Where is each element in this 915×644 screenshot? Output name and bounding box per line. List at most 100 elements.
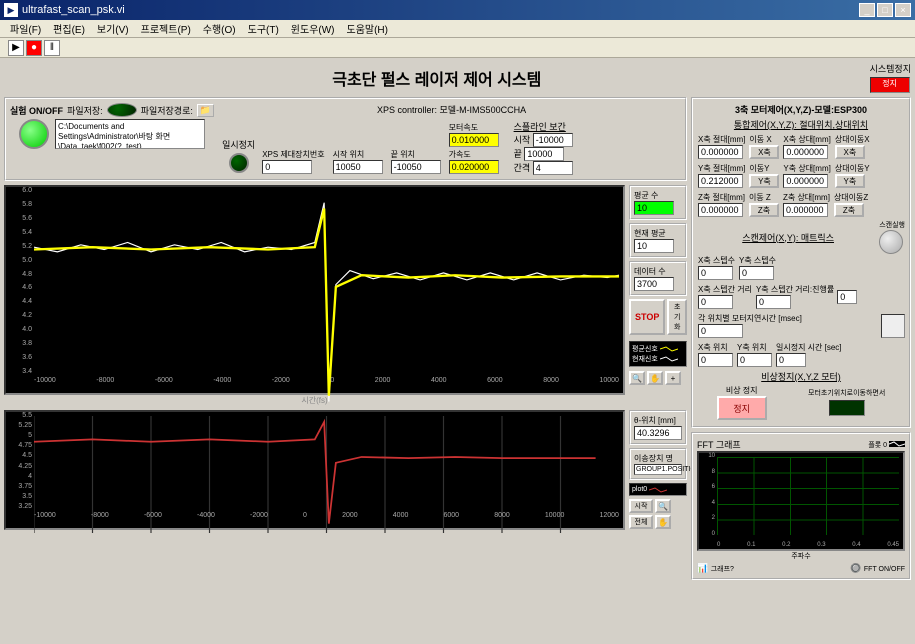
menubar: 파일(F) 편집(E) 보기(V) 프로젝트(P) 수행(O) 도구(T) 윈도… (0, 20, 915, 38)
file-save-label: 파일저장: (67, 104, 103, 117)
file-save-led (107, 103, 137, 117)
close-button[interactable]: × (895, 3, 911, 17)
esp-sect3-title: 비상정지(X,Y,Z 모터) (697, 370, 905, 383)
spline-gap-label: 간격 (514, 163, 531, 173)
home-led (829, 400, 865, 416)
chart2-y-axis: 5.55.2554.754.54.2543.753.53.25 (8, 412, 32, 510)
current-pos-input[interactable] (262, 160, 312, 174)
browse-icon[interactable]: 📁 (197, 104, 214, 117)
chart2-pan[interactable]: ✋ (655, 515, 671, 529)
scan-run-knob[interactable] (879, 230, 903, 254)
x-pos-display (698, 353, 733, 367)
x-abs-input[interactable] (698, 145, 743, 159)
system-stop-button[interactable]: 정지 (870, 77, 910, 93)
chart1-legend: 평균신호 현재신호 (629, 341, 687, 367)
fft-x-title: 주파수 (697, 551, 905, 561)
fft-onoff-icon[interactable]: 🔘 (850, 563, 861, 573)
pan-tool[interactable]: ✋ (647, 371, 663, 385)
menu-window[interactable]: 윈도우(W) (285, 21, 341, 36)
experiment-led[interactable] (19, 119, 49, 149)
y-rel-input[interactable] (783, 174, 828, 188)
avg-num-input[interactable] (634, 201, 674, 215)
chart2-btn2[interactable]: 전체 (629, 515, 653, 529)
spline-end-label: 끝 (514, 149, 522, 159)
elapsed-display (776, 353, 806, 367)
motor-speed-label: 모터속도 (449, 122, 499, 133)
main-title: 극초단 펄스 레이저 제어 시스템 (4, 66, 870, 90)
esp-sect2-title: 스캔제어(X,Y): 매트릭스 (697, 231, 879, 244)
file-path-input[interactable]: C:\Documents and Settings\Administrator\… (55, 119, 205, 149)
chart2-zoom[interactable]: 🔍 (655, 499, 671, 513)
file-path-label: 파일저장경로: (141, 104, 193, 117)
x-rel-input[interactable] (783, 145, 828, 159)
emergency-stop-button[interactable]: 정지 (717, 396, 767, 420)
graph-toggle-icon[interactable]: 📊 (697, 563, 708, 573)
esp300-panel: 3축 모터제어(X,Y,Z)-모델:ESP300 통합제어(X,Y,Z): 절대… (691, 97, 911, 428)
x-rel-button[interactable]: X축 (835, 145, 865, 159)
accel-input[interactable] (449, 160, 499, 174)
z-rel-button[interactable]: Z축 (834, 203, 864, 217)
maximize-button[interactable]: □ (877, 3, 893, 17)
fft-title: FFT 그래프 (697, 438, 741, 451)
spline-start-input[interactable] (533, 133, 573, 147)
y-rel-button[interactable]: Y축 (835, 174, 865, 188)
xps-panel: 실험 ON/OFF 파일저장: 파일저장경로: 📁 C:\Documents a… (4, 97, 687, 181)
stop-chart-button[interactable]: STOP (629, 299, 665, 335)
run-button[interactable]: ▶ (8, 40, 24, 56)
window-title: ultrafast_scan_psk.vi (22, 4, 125, 16)
system-stop-label: 시스템정지 (870, 62, 911, 75)
z-move-button[interactable]: Z축 (749, 203, 779, 217)
avg-num-label: 평균 수 (634, 190, 682, 201)
secondary-chart: 5.55.2554.754.54.2543.753.53.25 -10000-8… (4, 410, 625, 530)
menu-tools[interactable]: 도구(T) (242, 21, 285, 36)
esp-title: 3축 모터제어(X,Y,Z)-모델:ESP300 (697, 103, 905, 116)
data-num-label: 데이터 수 (634, 266, 682, 277)
refresh-button[interactable]: 초기화 (667, 299, 687, 335)
end-pos-input[interactable] (391, 160, 441, 174)
cur-avg-label: 현재 평균 (634, 228, 682, 239)
menu-project[interactable]: 프로젝트(P) (135, 21, 197, 36)
x-step-input[interactable] (698, 266, 733, 280)
spline-end-input[interactable] (524, 147, 564, 161)
y-step-input[interactable] (739, 266, 774, 280)
cur-avg-display (634, 239, 674, 253)
chart2-btn1[interactable]: 시작 (629, 499, 653, 513)
data-num-display (634, 277, 674, 291)
abort-button[interactable]: ● (26, 40, 42, 56)
xps-controller-label: XPS controller: 모델-M-IMS500CCHA (222, 103, 681, 116)
menu-edit[interactable]: 편집(E) (47, 21, 91, 36)
accel-label: 가속도 (449, 149, 499, 160)
pause-led[interactable] (229, 153, 249, 173)
main-chart: 6.05.85.65.45.25.04.84.64.44.24.03.83.63… (4, 185, 625, 395)
menu-help[interactable]: 도움말(H) (341, 21, 394, 36)
app-icon: ▶ (4, 3, 18, 17)
menu-file[interactable]: 파일(F) (4, 21, 47, 36)
menu-view[interactable]: 보기(V) (91, 21, 135, 36)
start-pos-input[interactable] (333, 160, 383, 174)
x-dist-input[interactable] (698, 295, 733, 309)
minimize-button[interactable]: _ (859, 3, 875, 17)
pos-label: θ-위치 [mm] (634, 415, 682, 426)
chart2-x-axis: -10000-8000-6000-4000-200002000400060008… (34, 512, 619, 526)
fft-panel: FFT 그래프 플롯 0 1086420 00.10.20.30.40.45 주… (691, 432, 911, 580)
current-pos-label: XPS 제대장치번호 (262, 149, 324, 160)
spline-gap-input[interactable] (533, 161, 573, 175)
toolbar: ▶ ● ‖ (0, 38, 915, 58)
z-rel-input[interactable] (783, 203, 828, 217)
motor-delay-input[interactable] (698, 324, 743, 338)
y-dist-input[interactable] (756, 295, 791, 309)
pause-button[interactable]: ‖ (44, 40, 60, 56)
zoom-tool[interactable]: 🔍 (629, 371, 645, 385)
y-abs-input[interactable] (698, 174, 743, 188)
chart1-y-axis: 6.05.85.65.45.25.04.84.64.44.24.03.83.63… (8, 187, 32, 375)
z-abs-input[interactable] (698, 203, 743, 217)
end-pos-label: 끝 위치 (391, 149, 441, 160)
y-pos-display (737, 353, 772, 367)
start-pos-label: 시작 위치 (333, 149, 383, 160)
device-display: GROUP1.POSITIONER (634, 464, 682, 475)
x-move-button[interactable]: X축 (749, 145, 779, 159)
menu-operate[interactable]: 수행(O) (197, 21, 242, 36)
y-move-button[interactable]: Y축 (749, 174, 779, 188)
cursor-tool[interactable]: + (665, 371, 681, 385)
motor-speed-input[interactable] (449, 133, 499, 147)
